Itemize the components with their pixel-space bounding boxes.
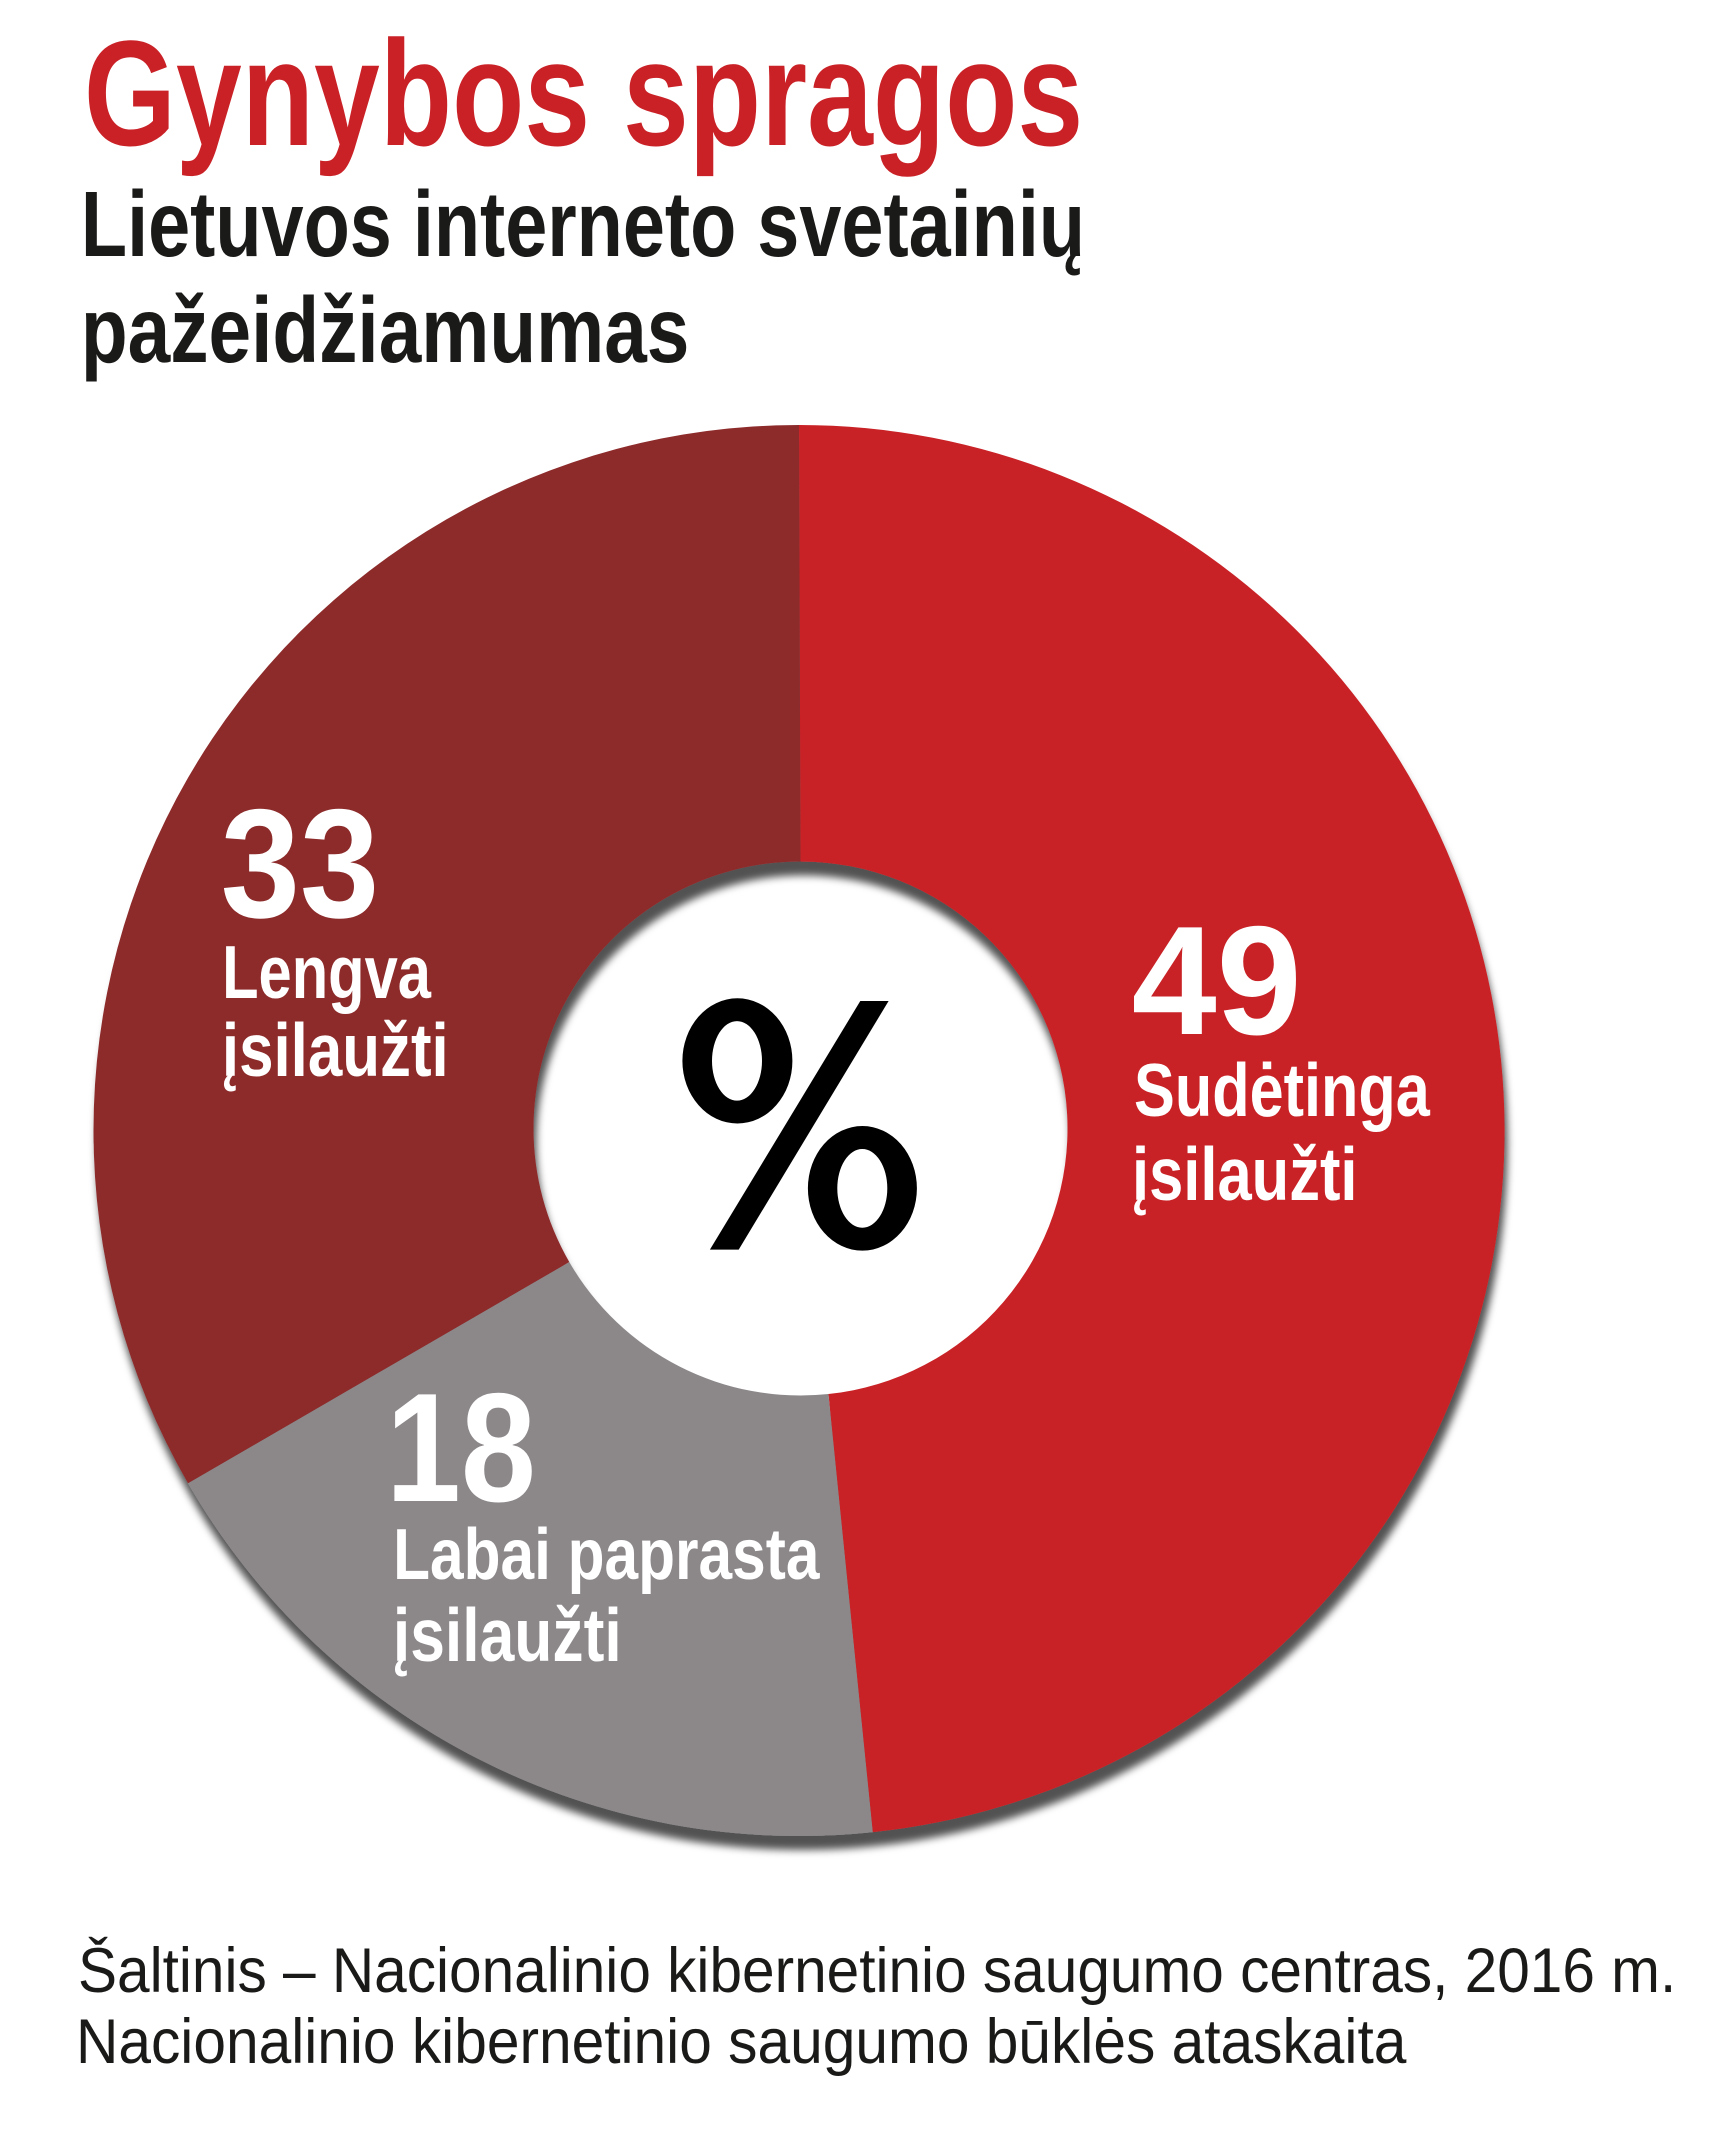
svg-text:18: 18 [386, 1360, 536, 1534]
svg-text:Nacionalinio kibernetinio saug: Nacionalinio kibernetinio saugumo būklės… [76, 2006, 1407, 2076]
svg-text:įsilaužti: įsilaužti [222, 1008, 449, 1092]
svg-text:įsilaužti: įsilaužti [1132, 1132, 1357, 1216]
svg-text:Lengva: Lengva [222, 930, 432, 1014]
svg-text:įsilaužti: įsilaužti [393, 1592, 622, 1677]
svg-text:pažeidžiamumas: pažeidžiamumas [81, 279, 689, 383]
svg-text:33: 33 [221, 776, 379, 950]
svg-text:49: 49 [1132, 894, 1302, 1067]
svg-text:Šaltinis – Nacionalinio kibern: Šaltinis – Nacionalinio kibernetinio sau… [78, 1935, 1676, 2005]
svg-text:Lietuvos interneto svetainių: Lietuvos interneto svetainių [81, 172, 1085, 276]
svg-text:Sudėtinga: Sudėtinga [1134, 1048, 1431, 1133]
svg-text:Labai paprasta: Labai paprasta [393, 1515, 820, 1595]
svg-text:Gynybos spragos: Gynybos spragos [84, 10, 1083, 178]
